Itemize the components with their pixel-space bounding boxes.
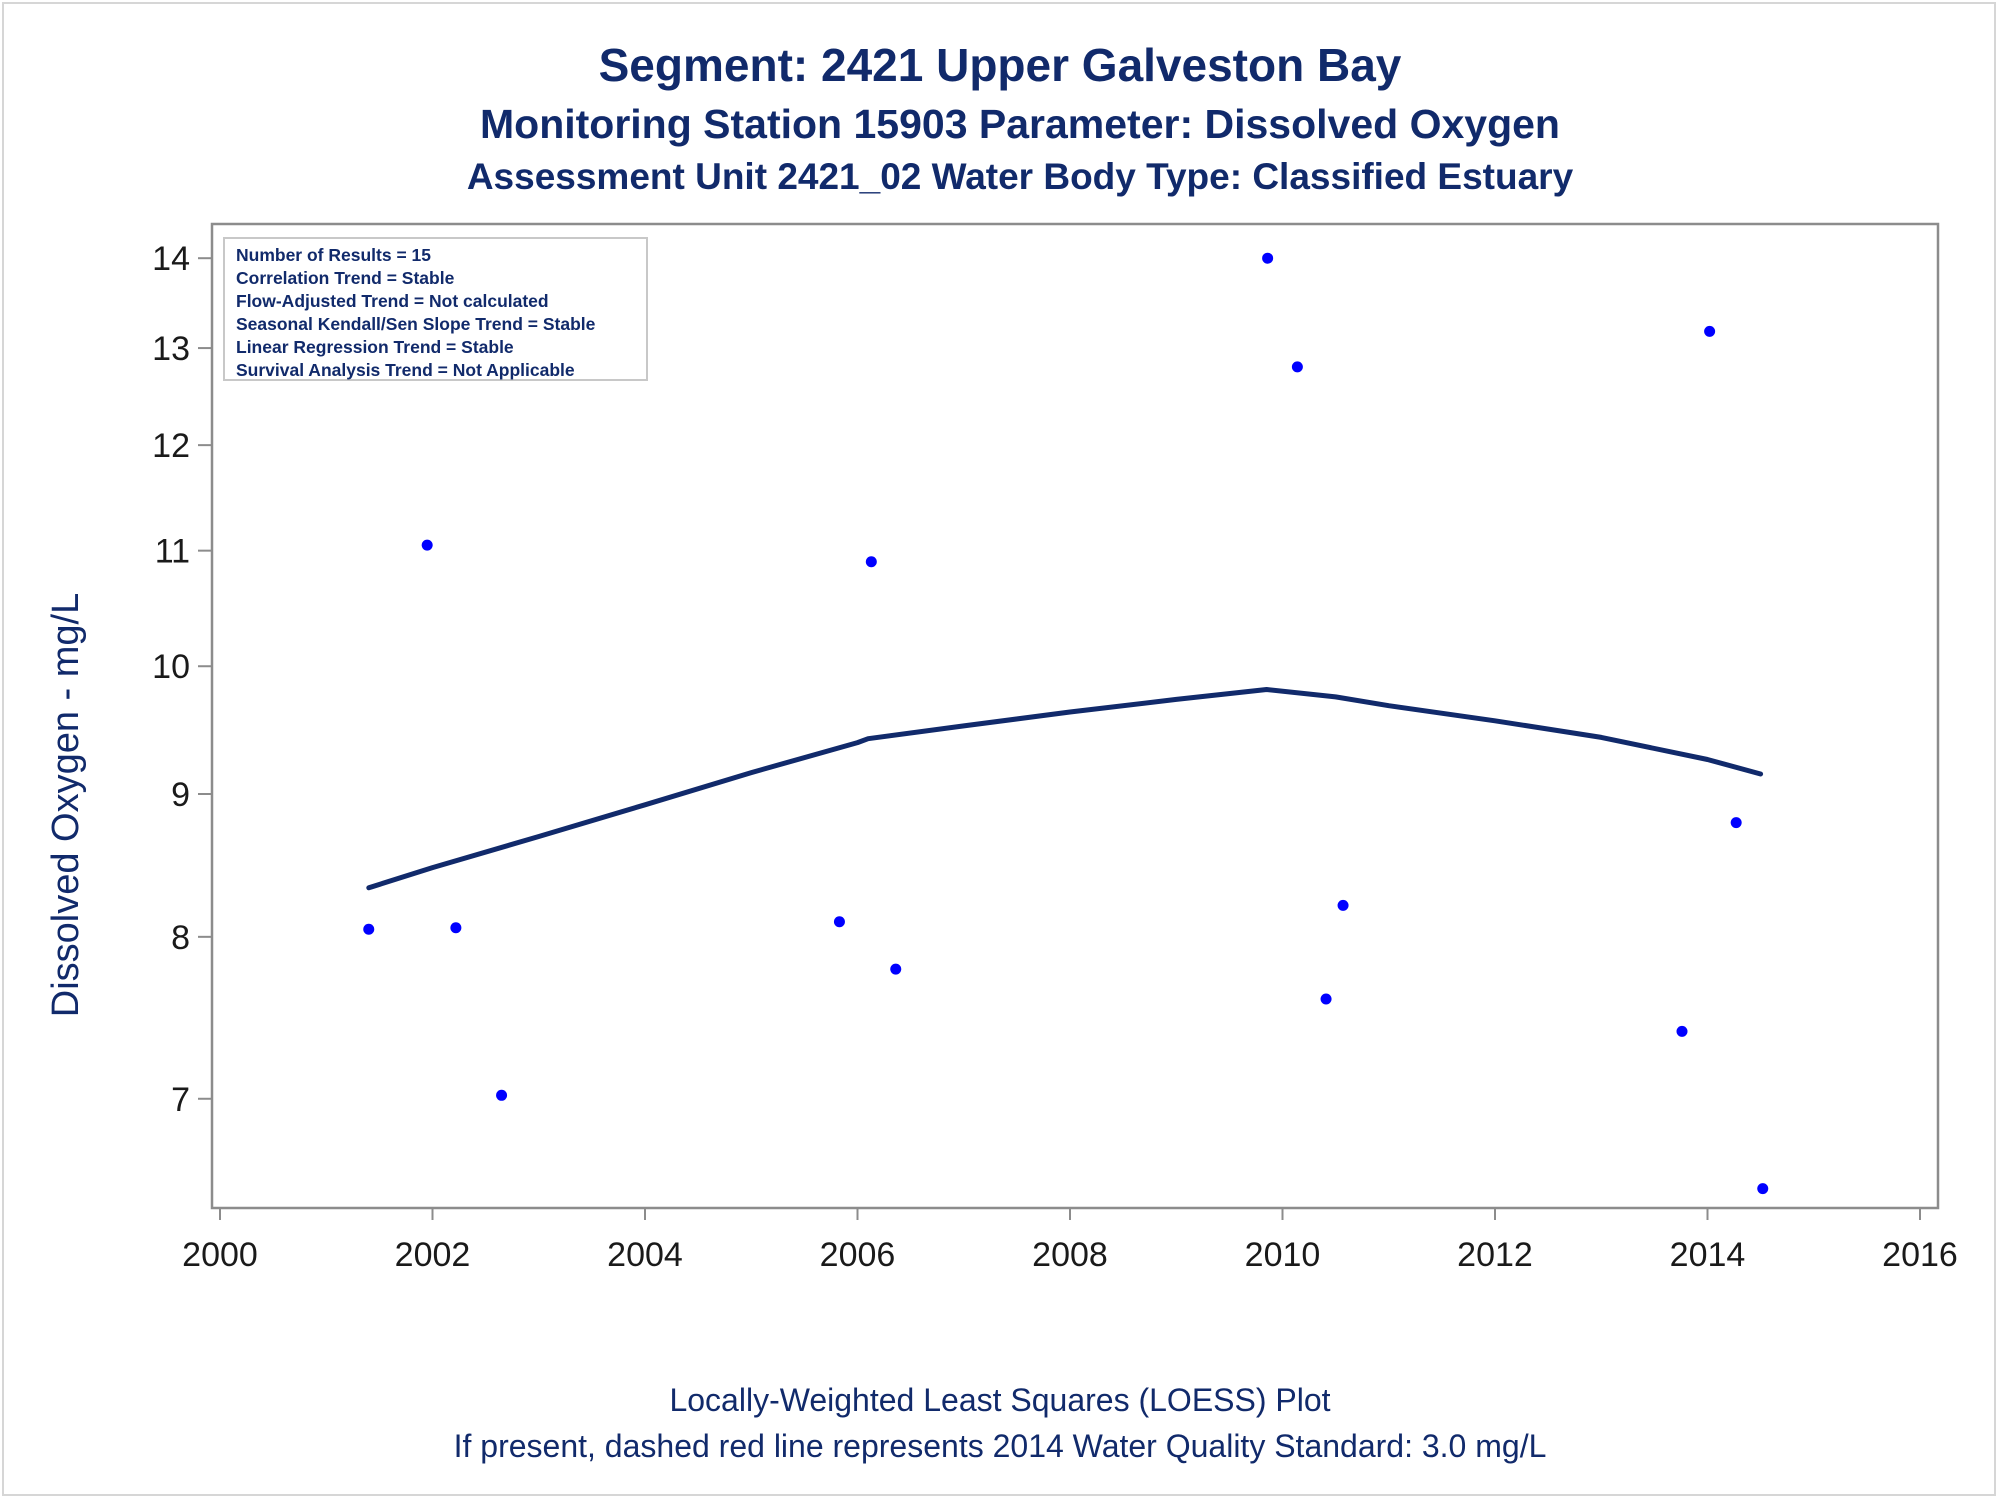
x-tick-label: 2012: [1457, 1236, 1533, 1274]
data-point: [363, 923, 375, 935]
x-tick-label: 2004: [607, 1236, 683, 1274]
data-point: [1676, 1025, 1688, 1037]
loess-line: [366, 687, 1764, 891]
legend-line: Flow-Adjusted Trend = Not calculated: [236, 291, 549, 311]
y-tick-label: 8: [171, 919, 190, 957]
x-tick-label: 2002: [395, 1236, 471, 1274]
data-point: [1337, 899, 1349, 911]
data-point: [1320, 993, 1332, 1005]
legend-box: Number of Results = 15 Correlation Trend …: [223, 237, 648, 381]
x-tick-label: 2006: [820, 1236, 896, 1274]
legend-line: Linear Regression Trend = Stable: [236, 337, 514, 357]
plot-area-border: [210, 222, 1940, 1210]
data-point: [1730, 817, 1742, 829]
legend-line: Number of Results = 15: [236, 245, 431, 265]
data-point: [833, 916, 845, 928]
points-layer: [363, 252, 1769, 1195]
data-point: [1757, 1183, 1769, 1195]
y-tick-label: 11: [155, 533, 190, 571]
data-point: [496, 1089, 508, 1101]
data-point: [1291, 361, 1303, 373]
y-tick-label: 12: [152, 427, 190, 465]
y-tick-label: 14: [152, 240, 190, 278]
x-tick-label: 2014: [1670, 1236, 1746, 1274]
legend-line: Survival Analysis Trend = Not Applicable: [236, 360, 575, 380]
x-tick-label: 2010: [1245, 1236, 1321, 1274]
x-tick-label: 2000: [182, 1236, 258, 1274]
chart-subtitle: Monitoring Station 15903 Parameter: Diss…: [480, 101, 1560, 147]
y-tick-label: 10: [152, 648, 190, 686]
y-axis-label: Dissolved Oxygen - mg/L: [45, 593, 87, 1018]
y-tick-label: 9: [171, 776, 190, 814]
y-tick-label: 13: [152, 330, 190, 368]
chart-title: Segment: 2421 Upper Galveston Bay: [598, 39, 1402, 91]
footnote-2: If present, dashed red line represents 2…: [453, 1428, 1547, 1464]
data-point: [421, 539, 433, 551]
loess-layer: [366, 687, 1764, 891]
footnote-1: Locally-Weighted Least Squares (LOESS) P…: [669, 1382, 1331, 1418]
x-tick-label: 2008: [1032, 1236, 1108, 1274]
legend-line: Seasonal Kendall/Sen Slope Trend = Stabl…: [236, 314, 596, 334]
axes: 2000 2002 2004 2006 2008 2010 2012 2014 2016 7 8 9 1…: [152, 222, 1958, 1274]
x-tick-label: 2016: [1882, 1236, 1958, 1274]
data-point: [1262, 252, 1274, 264]
chart-subtitle-2: Assessment Unit 2421_02 Water Body Type:…: [466, 156, 1574, 197]
data-point: [890, 963, 902, 975]
data-point: [1704, 325, 1716, 337]
legend-border: [223, 237, 648, 381]
data-point: [865, 556, 877, 568]
data-point: [450, 922, 462, 934]
y-tick-label: 7: [171, 1081, 190, 1119]
legend-line: Correlation Trend = Stable: [236, 268, 455, 288]
